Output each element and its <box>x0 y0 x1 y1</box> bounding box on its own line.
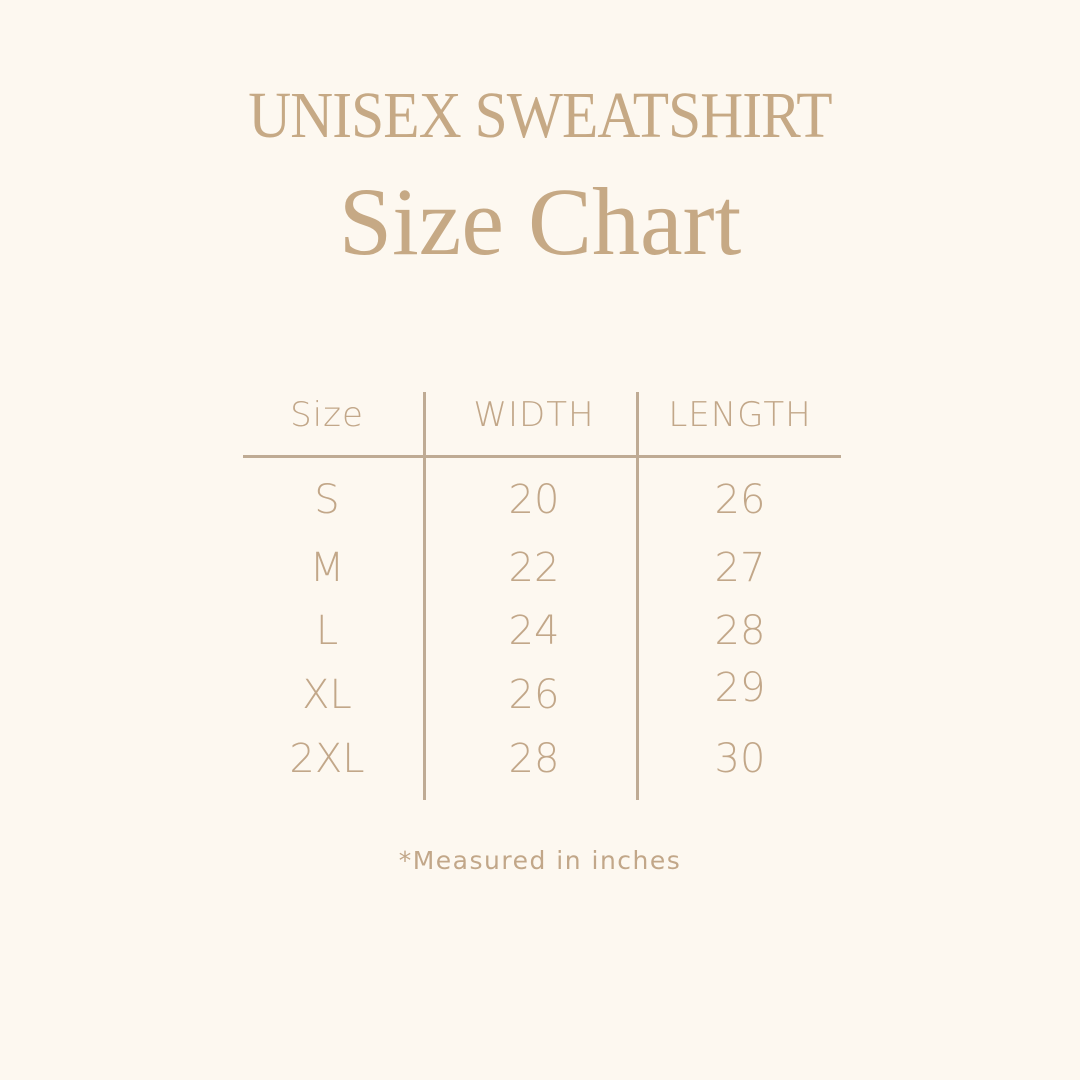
header-divider <box>243 455 841 458</box>
header-width: WIDTH <box>473 395 595 435</box>
column-divider <box>423 392 426 800</box>
measurement-note: *Measured in inches <box>398 846 682 875</box>
cell-width: 20 <box>508 477 560 523</box>
title: UNISEX SWEATSHIRT <box>248 79 832 152</box>
cell-width: 28 <box>508 736 560 782</box>
cell-length: 30 <box>714 736 766 782</box>
cell-size: L <box>315 608 339 654</box>
header-length: LENGTH <box>668 395 812 435</box>
cell-size: XL <box>302 672 352 718</box>
cell-length: 28 <box>714 608 766 654</box>
cell-length: 26 <box>714 477 766 523</box>
cell-size: S <box>314 477 340 523</box>
subtitle: Size Chart <box>338 168 742 275</box>
column-divider <box>636 392 639 800</box>
cell-length: 29 <box>714 665 766 711</box>
cell-size: 2XL <box>289 736 365 782</box>
cell-width: 24 <box>508 608 560 654</box>
cell-size: M <box>309 545 345 591</box>
cell-length: 27 <box>714 545 766 591</box>
header-size: Size <box>290 395 364 435</box>
cell-width: 22 <box>508 545 560 591</box>
cell-width: 26 <box>508 672 560 718</box>
